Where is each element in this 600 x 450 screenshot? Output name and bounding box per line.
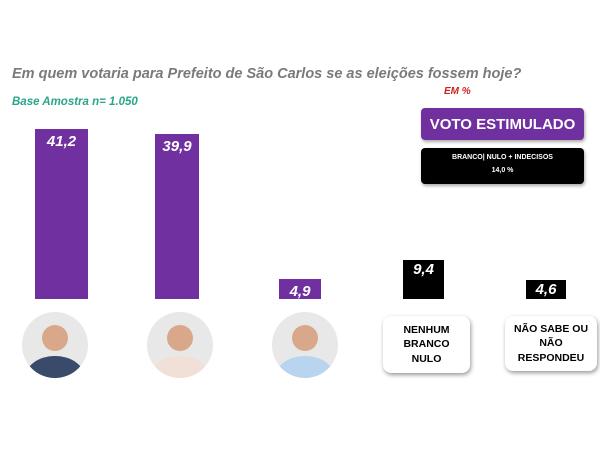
person-icon bbox=[275, 325, 335, 378]
candidate-photo bbox=[272, 312, 338, 378]
category-label-box: NÃO SABE OU NÃO RESPONDEU bbox=[505, 316, 597, 371]
category-label-box: NENHUM BRANCO NULO bbox=[383, 316, 470, 373]
unit-label: EM % bbox=[444, 86, 471, 97]
data-label: 39,9 bbox=[162, 138, 192, 155]
data-label: 4,9 bbox=[289, 283, 311, 300]
data-label: 9,4 bbox=[413, 261, 434, 278]
candidate-photo bbox=[22, 312, 88, 378]
bar bbox=[279, 279, 321, 299]
candidate-photo bbox=[147, 312, 213, 378]
bar bbox=[155, 134, 199, 299]
person-icon bbox=[150, 325, 210, 378]
sample-base: Base Amostra n= 1.050 bbox=[12, 96, 138, 108]
data-label: 41,2 bbox=[46, 133, 77, 150]
chart-title: Em quem votaria para Prefeito de São Car… bbox=[12, 66, 522, 82]
summary-value: 14,0 % bbox=[491, 167, 514, 174]
bar bbox=[35, 129, 88, 299]
summary-box: BRANCO| NULO + INDECISOS 14,0 % bbox=[421, 148, 584, 184]
bar bbox=[526, 280, 566, 299]
person-icon bbox=[25, 325, 85, 378]
data-label: 4,6 bbox=[535, 281, 557, 298]
bar bbox=[403, 260, 444, 299]
summary-label: BRANCO| NULO + INDECISOS bbox=[452, 154, 553, 161]
voto-estimulado-badge: VOTO ESTIMULADO bbox=[421, 108, 584, 140]
